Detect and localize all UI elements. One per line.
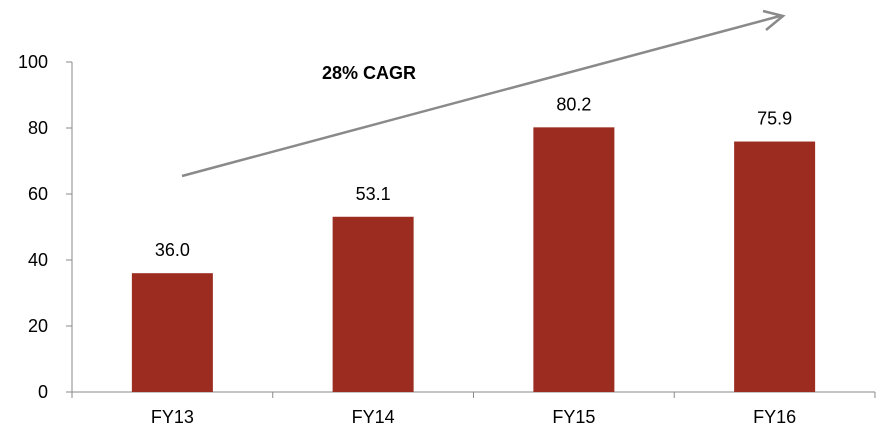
y-tick-label: 100 (18, 52, 48, 72)
y-tick-label: 20 (28, 316, 48, 336)
x-tick-label: FY14 (352, 407, 395, 427)
arrow-head-icon (762, 9, 786, 31)
value-label: 75.9 (757, 109, 792, 129)
value-label: 53.1 (356, 184, 391, 204)
value-label: 36.0 (155, 240, 190, 260)
value-labels: 36.0 53.1 80.2 75.9 (155, 94, 792, 260)
y-tick-label: 60 (28, 184, 48, 204)
value-label: 80.2 (556, 94, 591, 114)
y-tick-label: 40 (28, 250, 48, 270)
bar-fy15 (533, 127, 615, 392)
bars (131, 127, 816, 392)
bar-fy13 (131, 273, 213, 392)
cagr-annotation: 28% CAGR (181, 9, 786, 178)
trend-arrow (181, 14, 781, 178)
bar-fy16 (734, 141, 816, 392)
x-tick-label: FY15 (552, 407, 595, 427)
x-axis: FY13 FY14 FY15 FY16 (71, 391, 876, 427)
y-tick-label: 80 (28, 118, 48, 138)
y-axis: 0 20 40 60 80 100 (18, 52, 73, 402)
cagr-label: 28% CAGR (322, 63, 416, 83)
bar-fy14 (332, 216, 414, 392)
x-tick-label: FY13 (151, 407, 194, 427)
x-tick-label: FY16 (753, 407, 796, 427)
y-tick-label: 0 (38, 382, 48, 402)
